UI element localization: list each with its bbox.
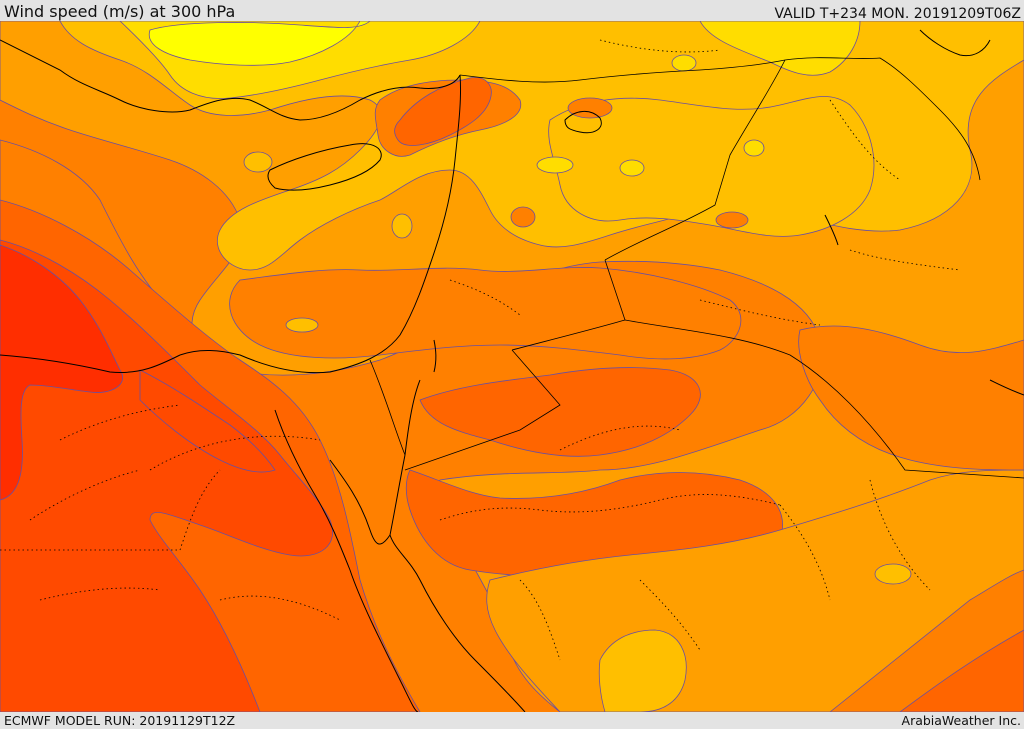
- wind-band-spot-2d: [536, 156, 574, 174]
- wind-band-spot-3c: [391, 213, 413, 239]
- coast-suez: [329, 459, 391, 545]
- wind-band-ne-2: [699, 21, 861, 76]
- credit-label: ArabiaWeather Inc.: [901, 713, 1021, 728]
- political-borders: [369, 57, 1024, 479]
- wind-band-spot-5b: [567, 97, 613, 119]
- wind-speed-map: [0, 21, 1024, 712]
- coast-lake-van: [564, 111, 602, 134]
- model-run: ECMWF MODEL RUN: 20191129T12Z: [4, 713, 236, 728]
- wind-band-south-3: [598, 629, 687, 712]
- wind-bands: [0, 21, 1024, 712]
- wind-band-east-3: [548, 96, 875, 237]
- coast-levant: [179, 74, 462, 374]
- wind-band-west-8: [0, 244, 123, 501]
- wind-band-spot-2c: [743, 139, 765, 157]
- valid-time: VALID T+234 MON. 20191209T06Z: [774, 6, 1021, 22]
- coast-redsea-w: [274, 409, 419, 712]
- subnational-borders: [0, 39, 961, 661]
- coast-egypt: [0, 354, 181, 374]
- wind-band-spot-3b: [285, 317, 319, 333]
- border-syria-iraq: [604, 59, 786, 261]
- wind-band-spot-5a: [715, 211, 749, 229]
- border-jordan-saudi: [511, 259, 626, 351]
- wind-band-egypt-7: [139, 369, 276, 473]
- footer-bar: ECMWF MODEL RUN: 20191129T12Z ArabiaWeat…: [0, 712, 1024, 729]
- coast-dead-sea: [433, 339, 437, 373]
- wind-band-north-1: [148, 21, 371, 66]
- wind-band-spot-3a: [243, 151, 273, 173]
- coast-lake-urmia: [824, 214, 839, 246]
- wind-band-spot-5c: [510, 206, 536, 228]
- map-title: Wind speed (m/s) at 300 hPa: [4, 2, 236, 21]
- border-egypt-israel: [369, 359, 406, 456]
- border-iran-iraq: [784, 57, 981, 181]
- wind-band-gulf-5: [798, 325, 1024, 471]
- map-canvas: [0, 21, 1024, 712]
- header-bar: Wind speed (m/s) at 300 hPa VALID T+234 …: [0, 0, 1024, 22]
- coast-gulf: [989, 379, 1024, 396]
- coast-ne-lake: [919, 29, 991, 57]
- coast-redsea-e: [389, 454, 526, 712]
- border-syria-iraq-jordan: [404, 349, 561, 471]
- wind-band-spot-2a: [671, 54, 697, 72]
- coast-aqaba: [404, 379, 421, 456]
- coast-turkey: [0, 39, 461, 121]
- coast-cyprus: [267, 143, 382, 191]
- wind-band-central-5: [229, 267, 742, 360]
- border-iraq-saudi: [624, 319, 1024, 479]
- coastlines: [0, 29, 1024, 712]
- border-turkey-syria: [459, 59, 786, 83]
- wind-band-se-3: [874, 563, 912, 585]
- wind-band-spot-2b: [619, 159, 645, 177]
